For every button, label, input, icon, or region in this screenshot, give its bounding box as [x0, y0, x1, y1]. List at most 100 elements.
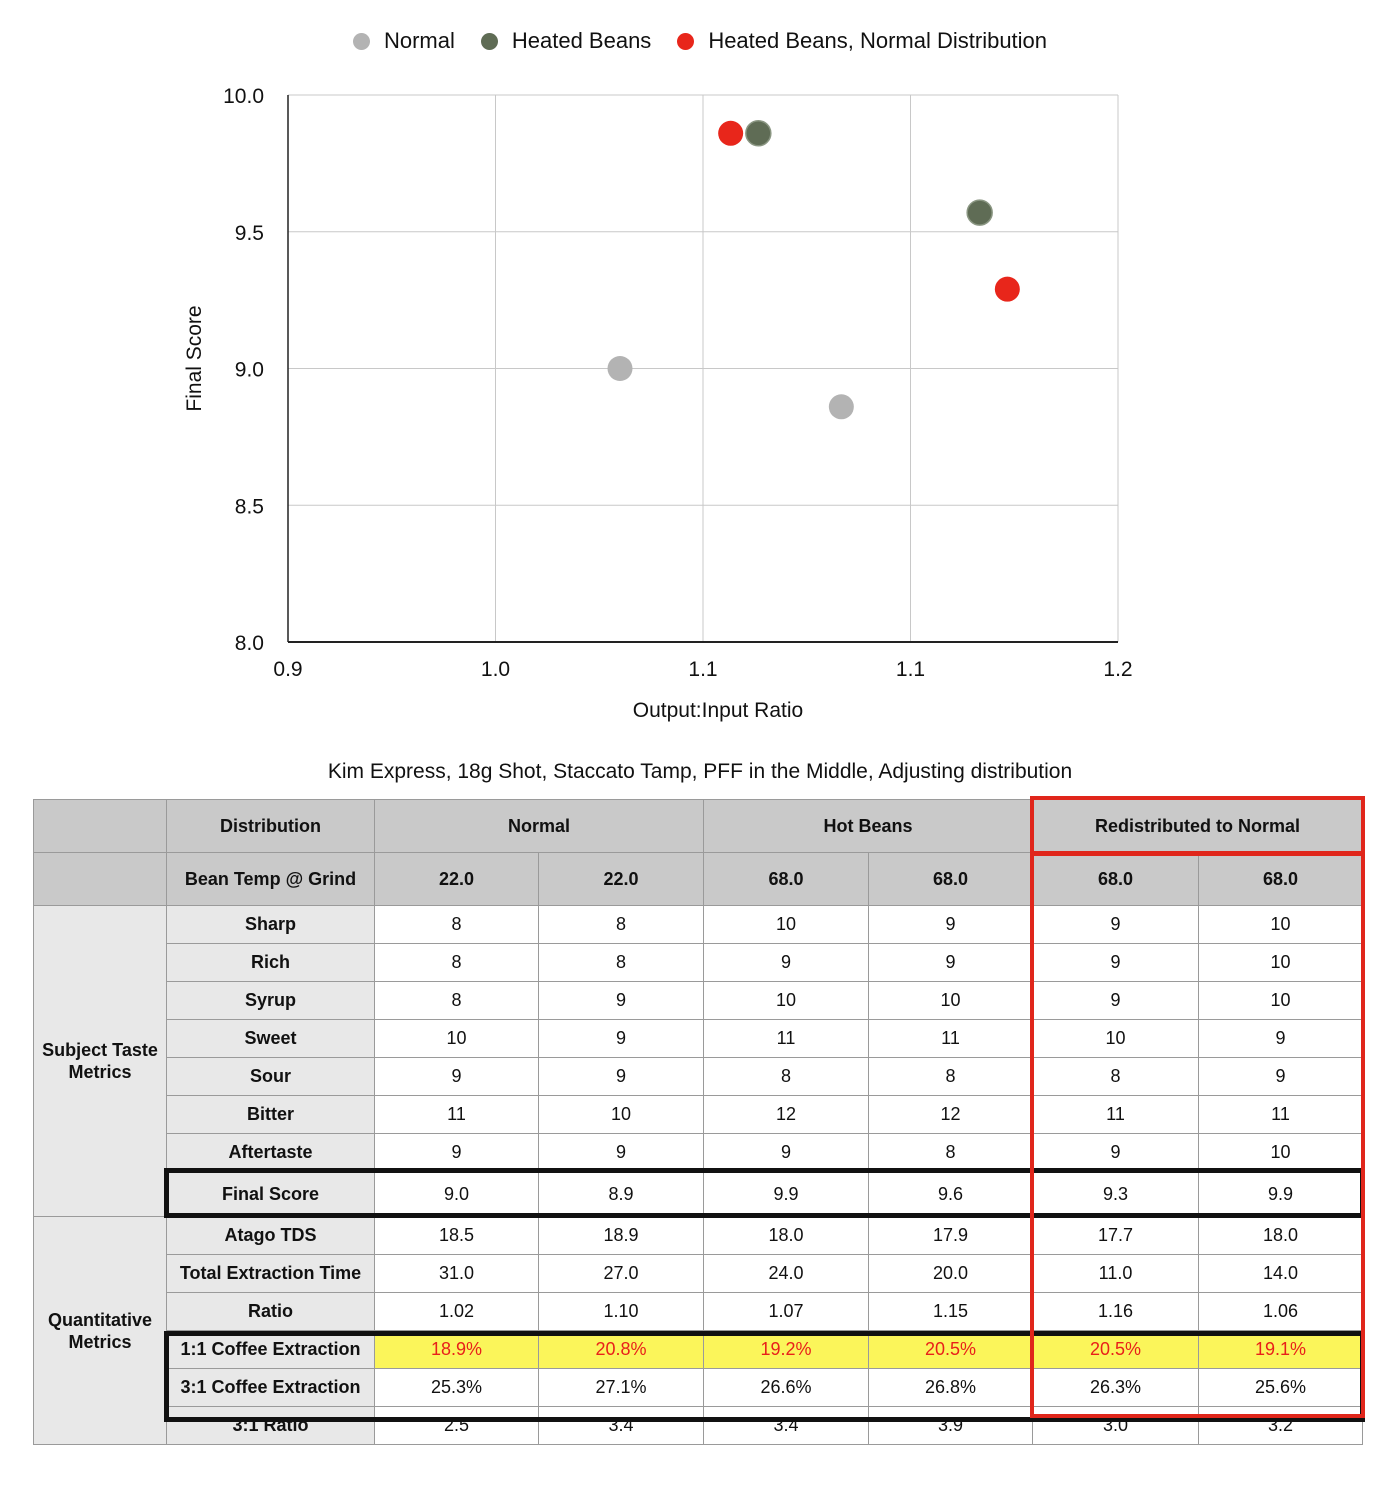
data-point — [607, 356, 633, 381]
y-tick-label: 9.5 — [235, 222, 264, 245]
table-row-atago-tds: Quantitative Metrics Atago TDS 18.5 18.9… — [33, 1216, 1363, 1445]
row-label: Rich — [166, 943, 375, 982]
table-cell: 9 — [1032, 943, 1199, 982]
table-cell: 17.9 — [868, 1216, 1033, 1255]
table-cell: 10 — [538, 1095, 704, 1134]
group-header-normal: Normal — [374, 799, 704, 853]
table-cell: 18.0 — [703, 1216, 869, 1255]
table-cell: 10 — [868, 981, 1033, 1020]
table-cell: 10 — [703, 905, 869, 944]
legend-label-heated-beans: Heated Beans — [511, 28, 652, 53]
legend-label-heated-normal-dist: Heated Beans, Normal Distribution — [708, 28, 1048, 53]
table-cell-highlight: 19.1% — [1198, 1330, 1363, 1369]
table-cell: 10 — [1198, 943, 1363, 982]
table-cell-highlight: 18.9% — [374, 1330, 539, 1369]
results-table-wrap: Distribution Normal Hot Beans Redistribu… — [33, 799, 1363, 1445]
x-tick-label: 1.0 — [481, 658, 510, 681]
row-label: Final Score — [166, 1171, 375, 1217]
table-row-sharp: Subject Taste Metrics Sharp 8 8 10 9 9 1… — [33, 905, 1363, 1217]
table-cell: 9.3 — [1032, 1171, 1199, 1217]
data-point — [994, 276, 1020, 302]
table-cell: 9 — [374, 1057, 539, 1096]
table-cell: 10 — [1198, 905, 1363, 944]
table-cell: 3.0 — [1032, 1406, 1199, 1445]
table-cell: 1.02 — [374, 1292, 539, 1331]
table-cell: 10 — [1032, 1019, 1199, 1058]
table-cell: 1.07 — [703, 1292, 869, 1331]
results-table: Distribution Normal Hot Beans Redistribu… — [33, 799, 1363, 1445]
legend-marker-heated-normal-dist — [677, 32, 695, 50]
table-cell: 8 — [538, 905, 704, 944]
row-label: Bitter — [166, 1095, 375, 1134]
table-row-ratio: Ratio 1.02 1.10 1.07 1.15 1.16 1.06 — [34, 1292, 1363, 1331]
table-cell: 11.0 — [1032, 1254, 1199, 1293]
header-row-bean-temp: Bean Temp @ Grind 22.0 22.0 68.0 68.0 68… — [33, 852, 1363, 906]
table-cell: 24.0 — [703, 1254, 869, 1293]
table-cell: 9 — [868, 905, 1033, 944]
table-row-3to1-extraction: 3:1 Coffee Extraction 25.3% 27.1% 26.6% … — [34, 1368, 1363, 1407]
table-cell: 27.0 — [538, 1254, 704, 1293]
row-label: 3:1 Ratio — [166, 1406, 375, 1445]
data-point — [828, 394, 854, 420]
table-row-rich: Rich 8 8 9 9 9 10 — [34, 943, 1363, 982]
y-tick-label: 8.0 — [235, 632, 264, 655]
table-cell: 9.9 — [1198, 1171, 1363, 1217]
row-label: 3:1 Coffee Extraction — [166, 1368, 375, 1407]
table-cell: 1.10 — [538, 1292, 704, 1331]
group-label-quantitative: Quantitative Metrics — [33, 1216, 167, 1445]
table-cell: 1.16 — [1032, 1292, 1199, 1331]
legend-marker-normal — [352, 32, 370, 50]
row-label: Sweet — [166, 1019, 375, 1058]
table-cell: 3.2 — [1198, 1406, 1363, 1445]
table-cell: 9 — [538, 981, 704, 1020]
table-cell: 9 — [1032, 981, 1199, 1020]
scatter-chart: 0.9 1.0 1.1 1.1 1.2 8.0 8.5 9.0 9.5 10.0 Output:In… — [183, 85, 1133, 722]
table-row-final-score: Final Score 9.0 8.9 9.9 9.6 9.3 9.9 — [34, 1171, 1363, 1217]
x-tick-label: 1.1 — [896, 658, 925, 681]
table-cell: 25.6% — [1198, 1368, 1363, 1407]
table-row-bitter: Bitter 11 10 12 12 11 11 — [34, 1095, 1363, 1134]
table-title: Kim Express, 18g Shot, Staccato Tamp, PF… — [327, 760, 1073, 783]
table-cell: 8 — [1032, 1057, 1199, 1096]
table-cell: 9 — [703, 943, 869, 982]
table-row-3to1-ratio: 3:1 Ratio 2.5 3.4 3.4 3.9 3.0 3.2 — [34, 1406, 1363, 1445]
table-cell: 3.9 — [868, 1406, 1033, 1445]
table-cell: 8 — [868, 1057, 1033, 1096]
table-cell: 18.0 — [1198, 1216, 1363, 1255]
row-label: Atago TDS — [166, 1216, 375, 1255]
table-cell: 11 — [1032, 1095, 1199, 1134]
row-label: Sharp — [166, 905, 375, 944]
table-cell: 8 — [538, 943, 704, 982]
table-cell: 8.9 — [538, 1171, 704, 1217]
table-cell-highlight: 20.5% — [868, 1330, 1033, 1369]
y-axis-label: Final Score — [183, 305, 206, 411]
table-row-1to1-extraction: 1:1 Coffee Extraction 18.9% 20.8% 19.2% … — [34, 1330, 1363, 1369]
table-cell: 3.4 — [703, 1406, 869, 1445]
row-label: Ratio — [166, 1292, 375, 1331]
table-cell: 9 — [538, 1019, 704, 1058]
table-cell-highlight: 20.8% — [538, 1330, 704, 1369]
table-cell: 10 — [703, 981, 869, 1020]
bean-temp-cell: 22.0 — [538, 852, 704, 906]
data-point — [718, 120, 744, 146]
y-tick-label: 10.0 — [223, 85, 264, 108]
header-corner-cell — [33, 799, 167, 853]
x-tick-label: 0.9 — [273, 658, 302, 681]
table-row-syrup: Syrup 8 9 10 10 9 10 — [34, 981, 1363, 1020]
table-cell: 9 — [538, 1133, 704, 1172]
table-cell: 25.3% — [374, 1368, 539, 1407]
table-cell: 8 — [374, 981, 539, 1020]
row-label: Aftertaste — [166, 1133, 375, 1172]
table-cell: 1.15 — [868, 1292, 1033, 1331]
legend-item-heated-normal-dist: Heated Beans, Normal Distribution — [677, 28, 1047, 54]
group-label-taste: Subject Taste Metrics — [33, 905, 167, 1217]
table-cell: 20.0 — [868, 1254, 1033, 1293]
table-cell: 9.9 — [703, 1171, 869, 1217]
table-row-aftertaste: Aftertaste 9 9 9 8 9 10 — [34, 1133, 1363, 1172]
table-cell: 9 — [374, 1133, 539, 1172]
bean-temp-label: Bean Temp @ Grind — [166, 852, 375, 906]
bean-temp-cell: 68.0 — [868, 852, 1033, 906]
data-point — [966, 199, 993, 226]
legend-item-heated-beans: Heated Beans — [480, 28, 652, 54]
y-tick-label: 9.0 — [235, 359, 264, 382]
